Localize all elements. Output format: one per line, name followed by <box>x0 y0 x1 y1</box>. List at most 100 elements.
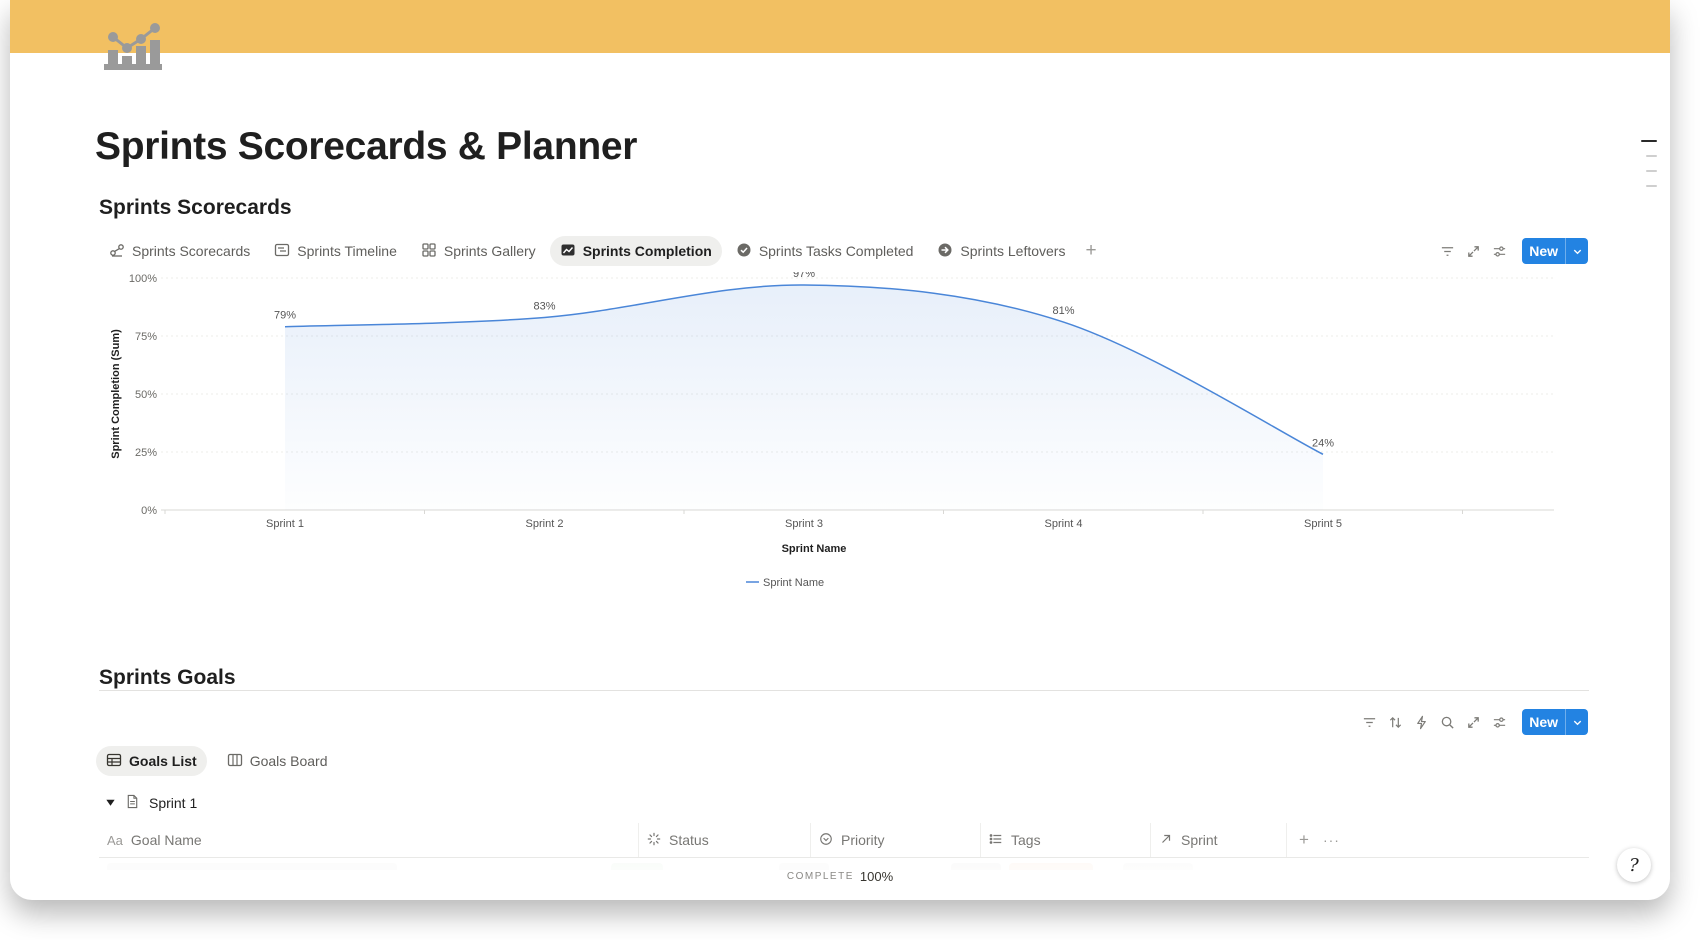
tab-goals-board[interactable]: Goals Board <box>217 746 338 776</box>
cover-banner[interactable] <box>10 0 1670 53</box>
new-button[interactable]: New <box>1522 238 1588 264</box>
series-area <box>285 284 1323 510</box>
data-label: 97% <box>793 272 815 280</box>
tab-sprints-scorecards[interactable]: Sprints Scorecards <box>99 236 260 266</box>
goals-heading[interactable]: Sprints Goals <box>99 666 236 689</box>
tab-sprints-completion[interactable]: Sprints Completion <box>549 236 722 266</box>
scorecards-toolbar: New <box>1438 238 1588 264</box>
scorecards-heading[interactable]: Sprints Scorecards <box>99 196 292 219</box>
text-type-icon: Aa <box>107 832 123 848</box>
column-goal-name[interactable]: Aa Goal Name <box>99 823 639 857</box>
timeline-icon <box>274 242 290 261</box>
goals-toolbar: New <box>1360 709 1588 735</box>
x-tick-label: Sprint 1 <box>266 518 304 530</box>
data-label: 24% <box>1312 437 1334 449</box>
column-actions: + ··· <box>1287 830 1340 850</box>
arrow-circle-icon <box>937 242 953 261</box>
y-tick-label: 50% <box>135 389 157 401</box>
sort-icon[interactable] <box>1386 713 1404 731</box>
tab-sprints-gallery[interactable]: Sprints Gallery <box>411 236 546 266</box>
column-status[interactable]: Status <box>639 823 811 857</box>
filter-icon[interactable] <box>1438 242 1456 260</box>
tab-label: Sprints Leftovers <box>960 243 1066 259</box>
new-button[interactable]: New <box>1522 709 1588 735</box>
series-line <box>284 284 1324 455</box>
y-axis-title: Sprint Completion (Sum) <box>110 329 122 459</box>
scorecards-tabs: Sprints Scorecards Sprints Timeline Spri… <box>99 236 1107 266</box>
data-label: 81% <box>1052 305 1074 317</box>
x-tick-label: Sprint 4 <box>1045 518 1083 530</box>
x-tick-label: Sprint 2 <box>526 518 564 530</box>
tab-label: Sprints Tasks Completed <box>758 243 914 259</box>
progress-key: COMPLETE <box>786 870 854 882</box>
table-icon <box>106 752 122 771</box>
tab-label: Sprints Timeline <box>297 243 397 259</box>
x-tick-label: Sprint 3 <box>785 518 823 530</box>
completion-area-chart[interactable]: 100% 75% 50% 25% 0% 79% Sprint 1 83% Sprint 2 97%… <box>99 272 1589 642</box>
new-button-label: New <box>1522 709 1566 735</box>
board-icon <box>227 752 243 771</box>
line-chart-icon <box>560 242 576 261</box>
chart-icon <box>109 242 125 261</box>
help-button[interactable]: ? <box>1617 848 1651 882</box>
more-options-icon[interactable]: ··· <box>1322 832 1340 848</box>
chevron-down-icon[interactable] <box>1566 709 1588 735</box>
add-view-icon[interactable]: + <box>1085 240 1097 261</box>
legend-label: Sprint Name <box>763 577 824 589</box>
list-icon <box>989 832 1003 849</box>
tab-goals-list[interactable]: Goals List <box>96 746 207 776</box>
column-label: Priority <box>841 832 885 848</box>
tab-label: Sprints Gallery <box>443 243 536 259</box>
section-divider <box>99 690 1589 691</box>
filter-icon[interactable] <box>1360 713 1378 731</box>
x-tick-label: Sprint 5 <box>1304 518 1342 530</box>
column-sprint[interactable]: Sprint <box>1151 823 1287 857</box>
column-label: Goal Name <box>130 832 202 848</box>
group-header-sprint-1[interactable]: Sprint 1 <box>105 794 197 812</box>
y-tick-label: 100% <box>129 273 157 285</box>
expand-icon[interactable] <box>1464 242 1482 260</box>
chart-icon[interactable] <box>100 20 168 78</box>
settings-sliders-icon[interactable] <box>1490 713 1508 731</box>
progress-bar: COMPLETE 100% <box>10 862 1670 890</box>
tab-sprints-tasks-completed[interactable]: Sprints Tasks Completed <box>726 236 924 266</box>
tab-label: Goals List <box>129 753 197 769</box>
add-column-icon[interactable]: + <box>1299 830 1309 849</box>
y-tick-label: 25% <box>135 447 157 459</box>
column-label: Tags <box>1011 832 1041 848</box>
progress-value: 100% <box>859 868 894 884</box>
column-label: Status <box>669 832 709 848</box>
chevron-down-icon[interactable] <box>1566 238 1588 264</box>
settings-sliders-icon[interactable] <box>1490 242 1508 260</box>
expand-icon[interactable] <box>1464 713 1482 731</box>
gallery-icon <box>421 242 437 261</box>
search-icon[interactable] <box>1438 713 1456 731</box>
notion-window: Sprints Scorecards & Planner Sprints Sco… <box>10 0 1670 900</box>
data-label: 83% <box>533 300 555 312</box>
new-button-label: New <box>1522 238 1566 264</box>
goals-views: Goals List Goals Board <box>96 746 342 776</box>
goals-table-header: Aa Goal Name Status Priority Tags Sprint… <box>99 823 1589 858</box>
tab-label: Goals Board <box>249 753 328 769</box>
tab-sprints-timeline[interactable]: Sprints Timeline <box>264 236 407 266</box>
check-circle-icon <box>736 242 752 261</box>
lightning-icon[interactable] <box>1412 713 1430 731</box>
y-tick-label: 75% <box>135 331 157 343</box>
tab-label: Sprints Scorecards <box>132 243 251 259</box>
priority-icon <box>819 832 833 849</box>
column-tags[interactable]: Tags <box>981 823 1151 857</box>
tab-label: Sprints Completion <box>582 243 712 259</box>
y-tick-label: 0% <box>141 505 157 517</box>
page-title[interactable]: Sprints Scorecards & Planner <box>95 125 638 168</box>
group-label: Sprint 1 <box>149 795 198 811</box>
status-icon <box>647 832 661 849</box>
column-label: Sprint <box>1181 832 1218 848</box>
column-priority[interactable]: Priority <box>811 823 981 857</box>
page-outline[interactable] <box>1641 140 1657 200</box>
x-axis-title: Sprint Name <box>782 543 847 555</box>
triangle-down-icon[interactable] <box>105 795 116 811</box>
tab-sprints-leftovers[interactable]: Sprints Leftovers <box>927 236 1075 266</box>
relation-arrow-icon <box>1159 832 1173 849</box>
data-label: 79% <box>274 310 296 322</box>
page-icon <box>125 794 140 812</box>
